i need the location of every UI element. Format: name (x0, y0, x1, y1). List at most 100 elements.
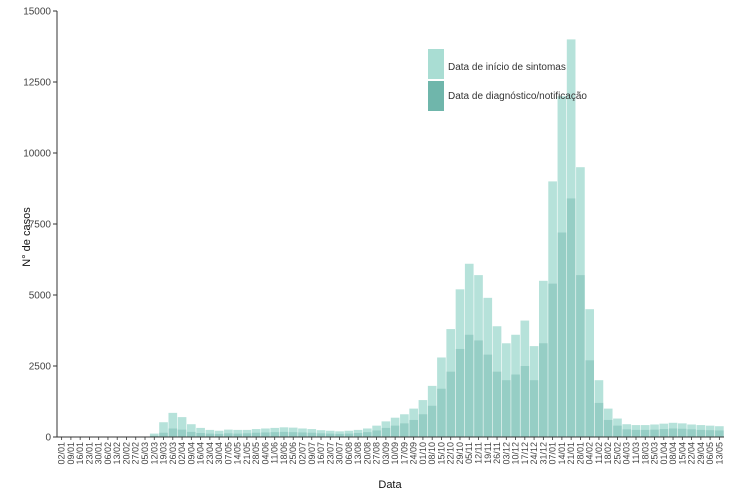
x-axis-ticks: 02/01 09/01 16/01 23/01 30/01 06/02 13/02 20/02… (57, 437, 724, 465)
bar-diagnosis (566, 198, 576, 437)
bar-diagnosis (483, 354, 493, 437)
bar-symptoms (196, 427, 205, 437)
bar-diagnosis (372, 430, 381, 437)
x-tick-label: 24/12 (529, 442, 539, 465)
bar-diagnosis (149, 435, 159, 437)
y-tick-label: 10000 (23, 149, 51, 160)
bar-diagnosis (548, 283, 557, 437)
bar-diagnosis (622, 429, 632, 437)
bar-diagnosis (603, 419, 613, 437)
bar-diagnosis (279, 431, 289, 437)
bar-symptoms (613, 418, 622, 437)
bar-symptoms (464, 263, 474, 437)
x-tick-label: 16/07 (316, 442, 326, 465)
x-tick-label: 03/09 (381, 442, 391, 465)
bar-diagnosis (186, 431, 196, 437)
x-tick-label: 11/03 (631, 442, 641, 464)
bar-diagnosis (474, 340, 483, 437)
bar-diagnosis (529, 380, 539, 437)
bar-symptoms (483, 297, 493, 437)
x-tick-label: 09/01 (66, 442, 76, 465)
bar-symptoms (261, 428, 270, 437)
bar-diagnosis (659, 429, 669, 437)
x-tick-label: 01/10 (418, 442, 428, 465)
bar-diagnosis (696, 429, 706, 437)
bar-symptoms (520, 320, 530, 437)
bar-diagnosis (511, 374, 520, 437)
bar-symptoms (677, 423, 687, 437)
bar-symptoms (631, 425, 641, 437)
x-tick-label: 05/03 (140, 442, 150, 465)
x-tick-label: 22/10 (446, 442, 456, 465)
bar-symptoms (474, 275, 483, 437)
x-tick-label: 31/12 (538, 442, 548, 465)
bar-symptoms (159, 422, 168, 437)
x-tick-label: 09/04 (186, 442, 196, 465)
x-tick-label: 26/11 (492, 442, 502, 464)
y-tick-label: 12500 (23, 78, 51, 89)
bar-symptoms (650, 424, 659, 437)
bar-symptoms (353, 429, 363, 437)
bar-symptoms (715, 426, 724, 437)
bar-diagnosis (446, 371, 456, 437)
bar-symptoms (381, 421, 391, 437)
bar-diagnosis (501, 380, 511, 437)
x-tick-label: 13/08 (353, 442, 363, 465)
bar-diagnosis (585, 360, 594, 437)
x-tick-label: 27/08 (372, 442, 382, 465)
bar-diagnosis (427, 405, 437, 437)
bar-diagnosis (270, 432, 280, 437)
x-tick-label: 21/05 (242, 442, 252, 465)
x-tick-label: 02/04 (177, 442, 187, 465)
bar-symptoms (705, 425, 715, 437)
y-tick-label: 2500 (29, 362, 52, 373)
x-tick-label: 18/03 (640, 442, 650, 465)
bar-symptoms (316, 430, 326, 437)
bar-symptoms (186, 424, 196, 437)
bar-diagnosis (677, 428, 687, 437)
bar-diagnosis (705, 430, 715, 437)
bar-diagnosis (576, 275, 585, 437)
bar-symptoms (224, 429, 233, 437)
x-tick-label: 30/01 (94, 442, 104, 465)
bar-symptoms (233, 429, 242, 437)
x-tick-label: 26/03 (168, 442, 178, 465)
bar-symptoms (594, 380, 604, 437)
x-tick-label: 04/02 (585, 442, 595, 465)
bar-diagnosis (205, 433, 215, 437)
bar-symptoms (446, 329, 456, 437)
x-tick-label: 15/04 (677, 442, 687, 465)
x-tick-label: 12/11 (474, 442, 484, 464)
bars-layer (149, 39, 724, 438)
bar-symptoms (622, 424, 632, 437)
x-tick-label: 06/02 (103, 442, 113, 465)
bar-symptoms (298, 428, 307, 437)
bar-symptoms (566, 39, 576, 438)
bar-symptoms (585, 309, 594, 437)
bar-diagnosis (492, 371, 502, 437)
x-tick-label: 02/07 (297, 442, 307, 465)
x-tick-label: 30/04 (214, 442, 224, 465)
x-tick-label: 22/04 (687, 442, 697, 465)
x-tick-label: 20/08 (362, 442, 372, 465)
bar-symptoms (687, 424, 696, 437)
x-tick-label: 14/05 (233, 442, 243, 465)
bar-symptoms (307, 429, 317, 437)
x-tick-label: 15/10 (436, 442, 446, 465)
x-tick-label: 20/02 (121, 442, 131, 465)
bar-diagnosis (437, 388, 446, 437)
x-tick-label: 10/09 (390, 442, 400, 465)
bar-symptoms (696, 425, 706, 437)
x-tick-label: 12/03 (149, 442, 159, 465)
bar-diagnosis (687, 429, 696, 437)
x-tick-label: 04/06 (260, 442, 270, 465)
bar-diagnosis (196, 433, 205, 437)
bar-diagnosis (418, 414, 428, 437)
x-tick-label: 02/01 (57, 442, 67, 465)
bar-symptoms (576, 167, 585, 437)
bar-symptoms (539, 280, 548, 437)
bar-diagnosis (715, 430, 724, 437)
bar-symptoms (418, 400, 428, 437)
bar-symptoms (335, 431, 344, 437)
